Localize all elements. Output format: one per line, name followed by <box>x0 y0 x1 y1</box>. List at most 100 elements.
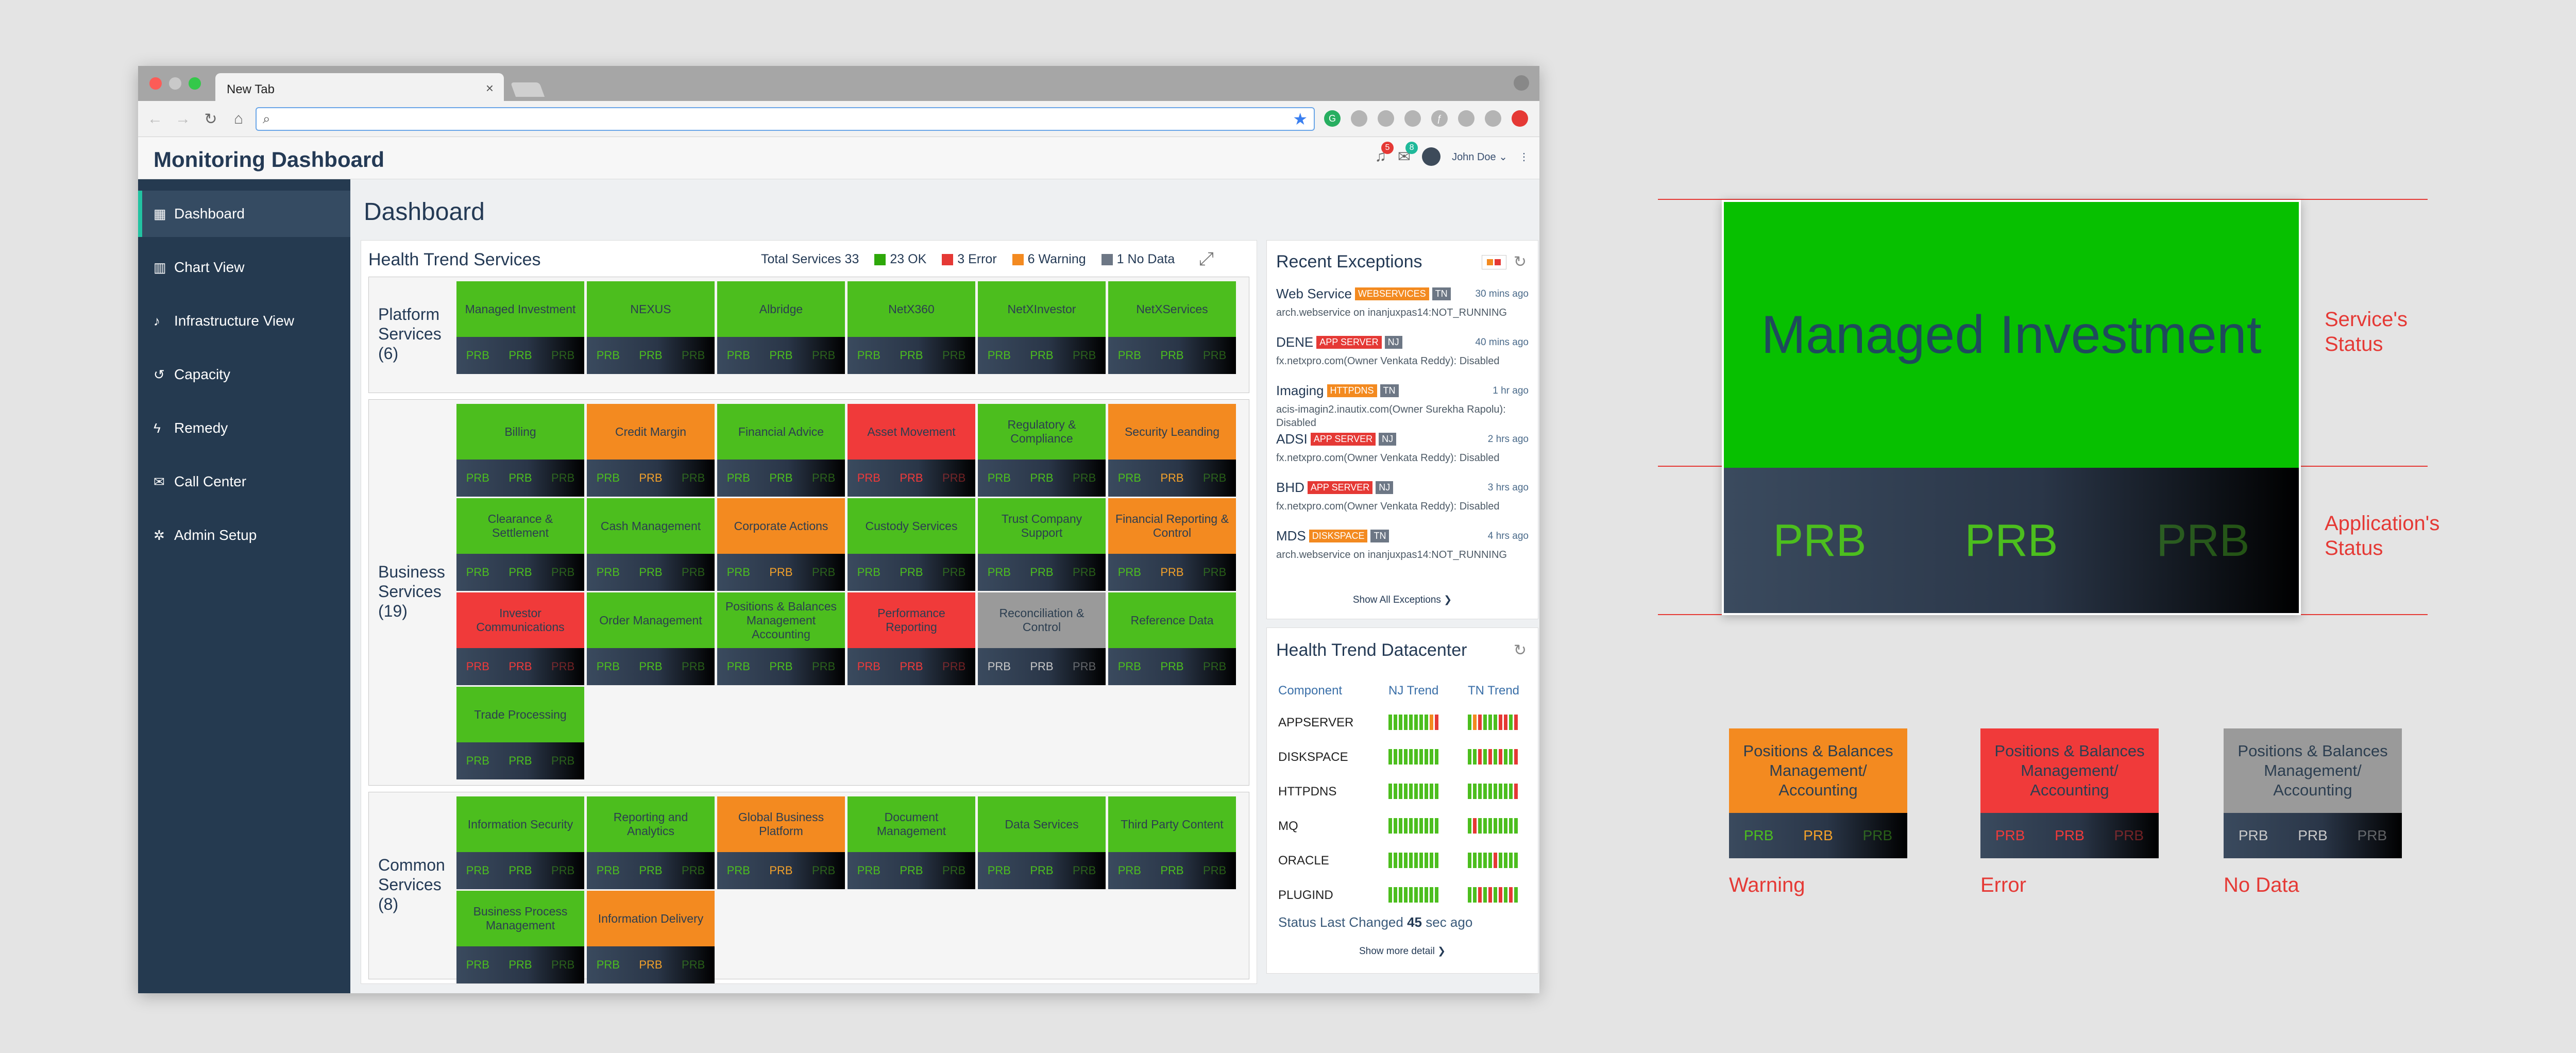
application-status-prb[interactable]: PRB <box>1073 349 1096 362</box>
application-status-prb[interactable]: PRB <box>1073 660 1096 673</box>
application-status-prb[interactable]: PRB <box>1030 864 1054 877</box>
exception-item[interactable]: ADSI APP SERVER NJ 2 hrs ago fx.netxpro.com(… <box>1276 431 1529 465</box>
application-status-prb[interactable]: PRB <box>639 471 663 484</box>
application-status-prb[interactable]: PRB <box>1117 566 1141 579</box>
new-tab-button[interactable] <box>510 82 545 97</box>
service-tile[interactable]: Document Management PRB PRB PRB <box>848 796 975 889</box>
application-status-prb[interactable]: PRB <box>769 471 793 484</box>
service-tile[interactable]: Reconciliation & Control PRB PRB PRB <box>978 592 1106 685</box>
application-status-prb[interactable]: PRB <box>509 349 532 362</box>
shield-extension-icon[interactable] <box>1512 110 1528 127</box>
application-status-prb[interactable]: PRB <box>769 660 793 673</box>
application-status-prb[interactable]: PRB <box>596 349 620 362</box>
application-status-prb[interactable]: PRB <box>466 864 489 877</box>
service-tile[interactable]: Performance Reporting PRB PRB PRB <box>848 592 975 685</box>
application-status-prb[interactable]: PRB <box>509 958 532 971</box>
exception-item[interactable]: MDS DISKSPACE TN 4 hrs ago arch.webservice o… <box>1276 528 1529 562</box>
application-status-prb[interactable]: PRB <box>1160 566 1184 579</box>
maximize-window-icon[interactable] <box>189 77 201 90</box>
application-status-prb[interactable]: PRB <box>769 566 793 579</box>
expand-icon[interactable]: ⤢ <box>1199 248 1214 269</box>
application-status-prb[interactable]: PRB <box>682 566 705 579</box>
user-avatar[interactable] <box>1422 147 1441 166</box>
messages-icon[interactable]: ✉ 8 <box>1398 141 1418 166</box>
application-status-prb[interactable]: PRB <box>596 864 620 877</box>
application-status-prb[interactable]: PRB <box>857 660 880 673</box>
sidebar-item-chart-view[interactable]: ▥ Chart View <box>138 244 350 291</box>
cloud-extension-icon[interactable] <box>1378 110 1394 127</box>
application-status-prb[interactable]: PRB <box>682 864 705 877</box>
service-tile[interactable]: Third Party Content PRB PRB PRB <box>1108 796 1236 889</box>
application-status-prb[interactable]: PRB <box>726 471 750 484</box>
application-status-prb[interactable]: PRB <box>769 864 793 877</box>
application-status-prb[interactable]: PRB <box>900 566 923 579</box>
service-tile[interactable]: Business Process Management PRB PRB PRB <box>456 891 584 983</box>
close-window-icon[interactable] <box>149 77 162 90</box>
service-tile[interactable]: Trade Processing PRB PRB PRB <box>456 687 584 779</box>
home-icon[interactable]: ⌂ <box>233 110 244 127</box>
application-status-prb[interactable]: PRB <box>639 864 663 877</box>
extension-icon[interactable] <box>1485 110 1501 127</box>
application-status-prb[interactable]: PRB <box>1117 349 1141 362</box>
service-tile[interactable]: NEXUS PRB PRB PRB <box>587 281 715 374</box>
notifications-bell-icon[interactable]: ♫ 5 <box>1375 142 1394 165</box>
application-status-prb[interactable]: PRB <box>1117 471 1141 484</box>
camera-extension-icon[interactable] <box>1458 110 1475 127</box>
application-status-prb[interactable]: PRB <box>1160 471 1184 484</box>
refresh-icon[interactable]: ↻ <box>1513 253 1527 270</box>
application-status-prb[interactable]: PRB <box>942 471 966 484</box>
application-status-prb[interactable]: PRB <box>857 864 880 877</box>
extension-icon[interactable] <box>1404 110 1421 127</box>
application-status-prb[interactable]: PRB <box>682 958 705 971</box>
application-status-prb[interactable]: PRB <box>466 566 489 579</box>
user-menu[interactable]: John Doe ⌄ <box>1452 151 1507 163</box>
exception-item[interactable]: Imaging HTTPDNS TN 1 hr ago acis-imagin2.ina… <box>1276 383 1529 430</box>
application-status-prb[interactable]: PRB <box>639 566 663 579</box>
application-status-prb[interactable]: PRB <box>900 864 923 877</box>
application-status-prb[interactable]: PRB <box>596 471 620 484</box>
application-status-prb[interactable]: PRB <box>900 660 923 673</box>
application-status-prb[interactable]: PRB <box>466 660 489 673</box>
application-status-prb[interactable]: PRB <box>726 660 750 673</box>
application-status-prb[interactable]: PRB <box>900 471 923 484</box>
application-status-prb[interactable]: PRB <box>1203 864 1227 877</box>
application-status-prb[interactable]: PRB <box>466 754 489 767</box>
service-tile[interactable]: Data Services PRB PRB PRB <box>978 796 1106 889</box>
application-status-prb[interactable]: PRB <box>900 349 923 362</box>
application-status-prb[interactable]: PRB <box>1203 471 1227 484</box>
service-tile[interactable]: Investor Communications PRB PRB PRB <box>456 592 584 685</box>
sidebar-item-capacity[interactable]: ↺ Capacity <box>138 351 350 398</box>
sidebar-item-infrastructure-view[interactable]: ♪ Infrastructure View <box>138 298 350 344</box>
sidebar-item-admin-setup[interactable]: ✲ Admin Setup <box>138 512 350 558</box>
application-status-prb[interactable]: PRB <box>987 864 1011 877</box>
service-tile[interactable]: NetX360 PRB PRB PRB <box>848 281 975 374</box>
back-icon[interactable]: ← <box>147 110 163 127</box>
application-status-prb[interactable]: PRB <box>509 660 532 673</box>
application-status-prb[interactable]: PRB <box>987 471 1011 484</box>
application-status-prb[interactable]: PRB <box>942 864 966 877</box>
application-status-prb[interactable]: PRB <box>639 958 663 971</box>
application-status-prb[interactable]: PRB <box>857 471 880 484</box>
service-tile[interactable]: Reference Data PRB PRB PRB <box>1108 592 1236 685</box>
show-all-exceptions-link[interactable]: Show All Exceptions ❯ <box>1352 595 1452 605</box>
application-status-prb[interactable]: PRB <box>1203 349 1227 362</box>
service-tile[interactable]: Asset Movement PRB PRB PRB <box>848 404 975 497</box>
application-status-prb[interactable]: PRB <box>682 471 705 484</box>
application-status-prb[interactable]: PRB <box>509 471 532 484</box>
sidebar-item-dashboard[interactable]: ▦ Dashboard <box>138 191 350 237</box>
application-status-prb[interactable]: PRB <box>509 864 532 877</box>
application-status-prb[interactable]: PRB <box>726 566 750 579</box>
application-status-prb[interactable]: PRB <box>1030 566 1054 579</box>
grammarly-extension-icon[interactable]: G <box>1324 110 1341 127</box>
application-status-prb[interactable]: PRB <box>1073 471 1096 484</box>
application-status-prb[interactable]: PRB <box>466 471 489 484</box>
address-bar[interactable]: ⌕ ★ <box>256 107 1315 131</box>
service-tile[interactable]: Corporate Actions PRB PRB PRB <box>717 498 845 591</box>
sidebar-item-call-center[interactable]: ✉ Call Center <box>138 458 350 505</box>
forward-icon[interactable]: → <box>175 110 191 127</box>
application-status-prb[interactable]: PRB <box>682 660 705 673</box>
service-tile[interactable]: Information Delivery PRB PRB PRB <box>587 891 715 983</box>
application-status-prb[interactable]: PRB <box>1117 660 1141 673</box>
application-status-prb[interactable]: PRB <box>769 349 793 362</box>
browser-tab[interactable]: New Tab × <box>215 73 504 101</box>
